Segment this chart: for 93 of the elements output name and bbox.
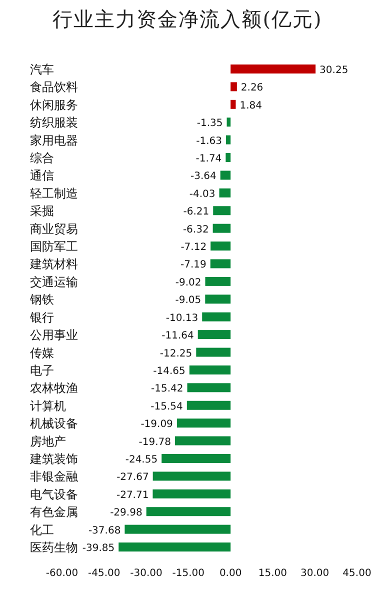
data-label: -39.85 xyxy=(82,543,115,554)
data-label: -9.02 xyxy=(175,277,202,288)
bar xyxy=(220,170,231,180)
data-label: -7.19 xyxy=(180,260,206,271)
data-label: -11.64 xyxy=(162,330,194,342)
x-tick-label: -45.00 xyxy=(88,568,120,579)
y-tick-label: 公用事业 xyxy=(30,328,78,342)
bar xyxy=(175,436,231,446)
bar xyxy=(205,276,231,286)
y-tick-label: 计算机 xyxy=(30,398,66,413)
data-label: -24.55 xyxy=(125,454,158,466)
y-tick-label: 传媒 xyxy=(30,346,54,360)
y-tick-label: 银行 xyxy=(29,310,54,324)
data-label: -27.67 xyxy=(116,472,149,484)
bar xyxy=(189,365,231,374)
data-label: -19.09 xyxy=(140,419,173,430)
y-tick-label: 房地产 xyxy=(30,434,66,448)
y-tick-label: 建筑材料 xyxy=(29,257,78,272)
data-label: 30.25 xyxy=(320,65,348,76)
y-tick-label: 国防军工 xyxy=(30,240,78,254)
x-tick-label: 45.00 xyxy=(342,568,372,579)
bar xyxy=(162,454,231,463)
bar xyxy=(212,224,231,233)
bar xyxy=(152,472,231,481)
bar xyxy=(187,383,231,392)
data-label: -10.13 xyxy=(166,312,198,324)
y-tick-label: 非银金融 xyxy=(30,470,78,484)
bar xyxy=(219,188,231,198)
data-label: -7.12 xyxy=(180,242,207,254)
data-label: -29.98 xyxy=(110,508,142,519)
x-tick-label: 30.00 xyxy=(300,568,330,579)
bar xyxy=(230,100,236,109)
bar xyxy=(124,524,231,534)
data-label: -15.54 xyxy=(150,401,183,412)
bar xyxy=(176,418,231,428)
y-tick-label: 电子 xyxy=(30,363,54,378)
y-tick-label: 轻工制造 xyxy=(30,186,78,200)
data-label: 2.26 xyxy=(240,82,264,94)
y-tick-label: 休闲服务 xyxy=(30,98,78,112)
data-label: -19.78 xyxy=(138,436,171,448)
data-label: -3.64 xyxy=(190,171,216,182)
bar xyxy=(186,400,231,410)
y-tick-label: 综合 xyxy=(30,151,54,166)
bar xyxy=(152,489,231,498)
x-tick-label: -30.00 xyxy=(130,568,162,579)
y-tick-label: 化工 xyxy=(30,522,54,537)
data-label: -1.35 xyxy=(196,118,223,130)
y-tick-label: 钢铁 xyxy=(29,292,54,307)
y-tick-label: 商业贸易 xyxy=(30,222,78,236)
data-label: -12.25 xyxy=(160,348,192,360)
y-tick-label: 家用电器 xyxy=(30,133,78,148)
x-tick-label: 15.00 xyxy=(258,568,288,579)
bar xyxy=(230,82,237,92)
data-label: -1.74 xyxy=(196,154,222,165)
y-tick-label: 建筑装饰 xyxy=(29,452,78,466)
data-label: -4.03 xyxy=(189,188,216,200)
x-tick-label: -60.00 xyxy=(46,568,78,579)
bar xyxy=(210,259,231,268)
y-tick-label: 食品饮料 xyxy=(30,80,78,94)
bar xyxy=(196,348,231,357)
data-label: -27.71 xyxy=(116,490,149,501)
y-tick-label: 采掘 xyxy=(30,204,54,218)
data-label: -37.68 xyxy=(88,525,121,536)
y-tick-label: 有色金属 xyxy=(30,505,78,520)
data-label: -6.32 xyxy=(182,224,209,236)
y-tick-label: 医药生物 xyxy=(30,540,78,554)
data-label: -1.63 xyxy=(196,136,222,147)
y-tick-label: 纺织服装 xyxy=(30,116,78,130)
bar xyxy=(202,312,231,322)
y-tick-label: 农林牧渔 xyxy=(30,381,78,396)
y-tick-label: 交通运输 xyxy=(30,274,78,289)
y-tick-label: 机械设备 xyxy=(30,416,78,431)
bar xyxy=(118,542,231,552)
bar xyxy=(198,330,231,340)
chart-title: 行业主力资金净流入额(亿元) xyxy=(52,7,322,31)
data-label: -15.42 xyxy=(151,384,184,395)
bar xyxy=(213,206,231,216)
bar xyxy=(146,507,231,516)
data-label: -6.21 xyxy=(183,206,210,218)
y-tick-label: 汽车 xyxy=(30,62,54,76)
bar xyxy=(230,64,316,74)
x-tick-label: -15.00 xyxy=(172,568,205,579)
data-label: -14.65 xyxy=(153,366,186,377)
bar xyxy=(210,242,231,251)
bar xyxy=(226,135,231,144)
data-label: -9.05 xyxy=(175,295,202,306)
y-tick-label: 电气设备 xyxy=(30,487,78,502)
bar xyxy=(226,153,231,162)
x-tick-label: 0.00 xyxy=(219,568,242,579)
bar xyxy=(226,118,231,127)
data-label: 1.84 xyxy=(240,100,262,112)
y-tick-label: 通信 xyxy=(30,168,54,183)
bar xyxy=(205,294,231,304)
